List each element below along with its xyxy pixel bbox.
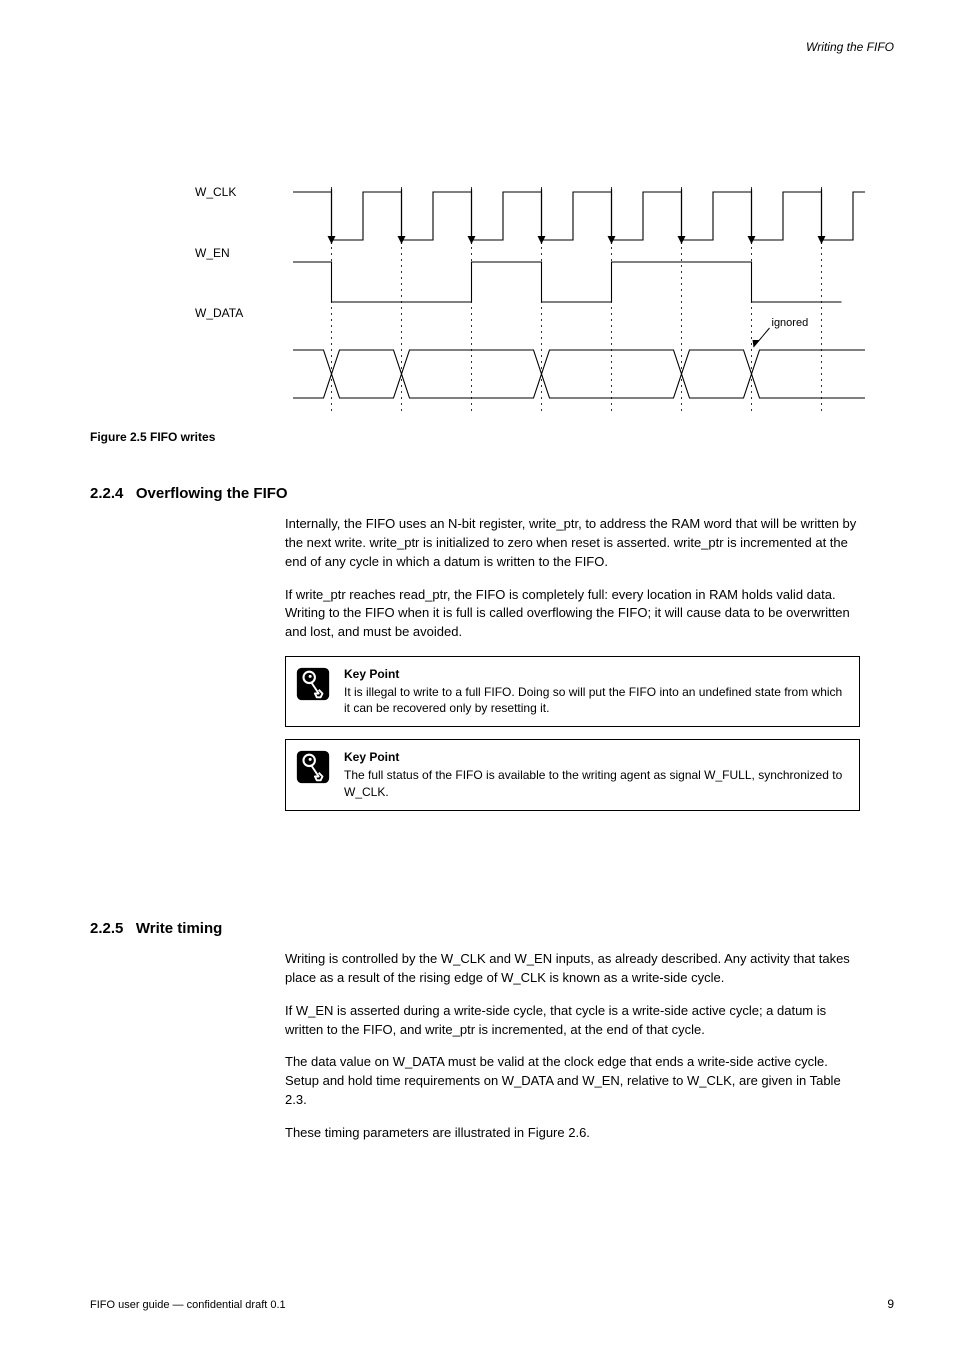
section2-para1: Writing is controlled by the W_CLK and W… [285, 950, 860, 988]
section-header-overflow: 2.2.4 Overflowing the FIFO [90, 485, 288, 502]
section2-body: Writing is controlled by the W_CLK and W… [285, 950, 860, 1157]
footer-left: FIFO user guide — confidential draft 0.1 [90, 1299, 286, 1311]
section-header-write-timing: 2.2.5 Write timing [90, 920, 222, 937]
section1-para1: Internally, the FIFO uses an N-bit regis… [285, 515, 860, 572]
section1-para2: If write_ptr reaches read_ptr, the FIFO … [285, 586, 860, 643]
key-icon [294, 665, 332, 703]
page-number: 9 [887, 1297, 894, 1311]
label-wen: W_EN [195, 246, 243, 262]
section-title-2: Write timing [136, 920, 222, 937]
section1-body: Internally, the FIFO uses an N-bit regis… [285, 515, 860, 823]
section2-para2: If W_EN is asserted during a write-side … [285, 1002, 860, 1040]
section-number: 2.2.4 [90, 485, 123, 502]
section2-para3: The data value on W_DATA must be valid a… [285, 1053, 860, 1110]
key-icon [294, 748, 332, 786]
timing-diagram-labels: W_CLK W_EN W_DATA [195, 185, 243, 367]
params-intro: These timing parameters are illustrated … [285, 1124, 860, 1143]
label-wclk: W_CLK [195, 185, 243, 201]
keypoint2-body: The full status of the FIFO is available… [344, 767, 847, 799]
timing-diagram: ignored [285, 150, 865, 420]
svg-text:ignored: ignored [772, 317, 809, 329]
keypoint2-title: Key Point [344, 750, 847, 764]
header-section: Writing the FIFO [806, 40, 894, 54]
section-number-2: 2.2.5 [90, 920, 123, 937]
keypoint-box-2: Key Point The full status of the FIFO is… [285, 739, 860, 810]
label-wdata: W_DATA [195, 306, 243, 322]
figure-caption: Figure 2.5 FIFO writes [90, 430, 215, 444]
keypoint-box-1: Key Point It is illegal to write to a fu… [285, 656, 860, 727]
keypoint1-body: It is illegal to write to a full FIFO. D… [344, 684, 847, 716]
section-title: Overflowing the FIFO [136, 485, 288, 502]
keypoint1-title: Key Point [344, 667, 847, 681]
